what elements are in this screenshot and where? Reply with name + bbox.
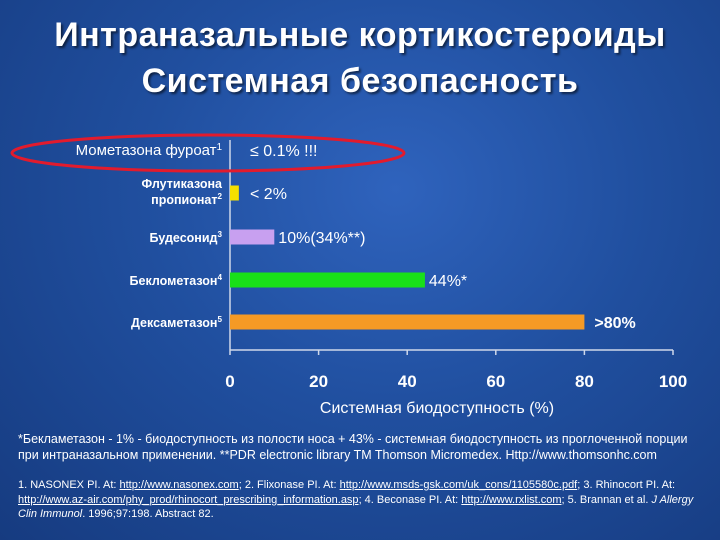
bar-4 — [230, 314, 585, 330]
bar-1 — [230, 185, 239, 201]
ref-3-text: ; 3. Rhinocort PI. At: — [577, 479, 676, 491]
value-label-1: < 2% — [250, 186, 287, 203]
x-tick-label-0: 0 — [225, 372, 234, 391]
ref-5-end: . 1996;97:198. Abstract 82. — [82, 508, 214, 520]
category-label-0: Мометазона фуроат1 — [76, 142, 222, 159]
ref-5-text: ; 5. Brannan et al. — [561, 493, 652, 506]
ref-1-text: 1. NASONEX PI. At: — [18, 479, 120, 491]
title-line-2: Системная безопасность — [141, 62, 579, 100]
references: 1. NASONEX PI. At: http://www.nasonex.co… — [18, 478, 708, 522]
category-label-1: Флутиказона — [142, 177, 223, 191]
ref-2-text: ; 2. Flixonase PI. At: — [238, 479, 340, 491]
category-label-4: Дексаметазон5 — [131, 315, 223, 330]
value-label-0: ≤ 0.1% !!! — [250, 143, 317, 160]
ref-3-link[interactable]: http://www.az-air.com/phy_prod/rhinocort… — [18, 493, 359, 506]
category-label-3: Беклометазон4 — [130, 273, 223, 288]
value-label-3: 44%* — [429, 273, 467, 290]
x-tick-label-2: 40 — [398, 372, 417, 391]
x-axis-label: Системная биодоступность (%) — [320, 400, 554, 417]
ref-5-journal: J Allergy Clin Immunol — [18, 493, 694, 521]
highlight-ellipse — [10, 133, 406, 173]
category-label-2: Будесонид3 — [150, 230, 223, 245]
ref-2-link[interactable]: http://www.msds-gsk.com/uk_cons/1105580c… — [339, 479, 578, 491]
x-tick-label-3: 60 — [486, 372, 505, 391]
value-label-2: 10%(34%**) — [278, 230, 365, 247]
bar-3 — [230, 272, 425, 288]
bioavailability-chart: 0 20 40 60 80 100 Системная биодоступность (%)… — [10, 133, 687, 417]
footnote: *Бекламетазон - 1% - биодоступность из п… — [18, 432, 688, 462]
x-tick-label-5: 100 — [659, 372, 687, 391]
ref-4-link[interactable]: http://www.rxlist.com — [461, 493, 562, 506]
bar-2 — [230, 229, 275, 245]
ref-1-link[interactable]: http://www.nasonex.com — [119, 479, 239, 491]
x-tick-label-4: 80 — [575, 372, 594, 391]
category-label-1-line2: пропионат2 — [151, 192, 222, 207]
value-label-4: >80% — [594, 315, 635, 332]
x-tick-label-1: 20 — [309, 372, 328, 391]
title-line-1: Интраназальные кортикостероиды — [54, 16, 666, 54]
ref-4-text: ; 4. Beconase PI. At: — [358, 493, 462, 506]
